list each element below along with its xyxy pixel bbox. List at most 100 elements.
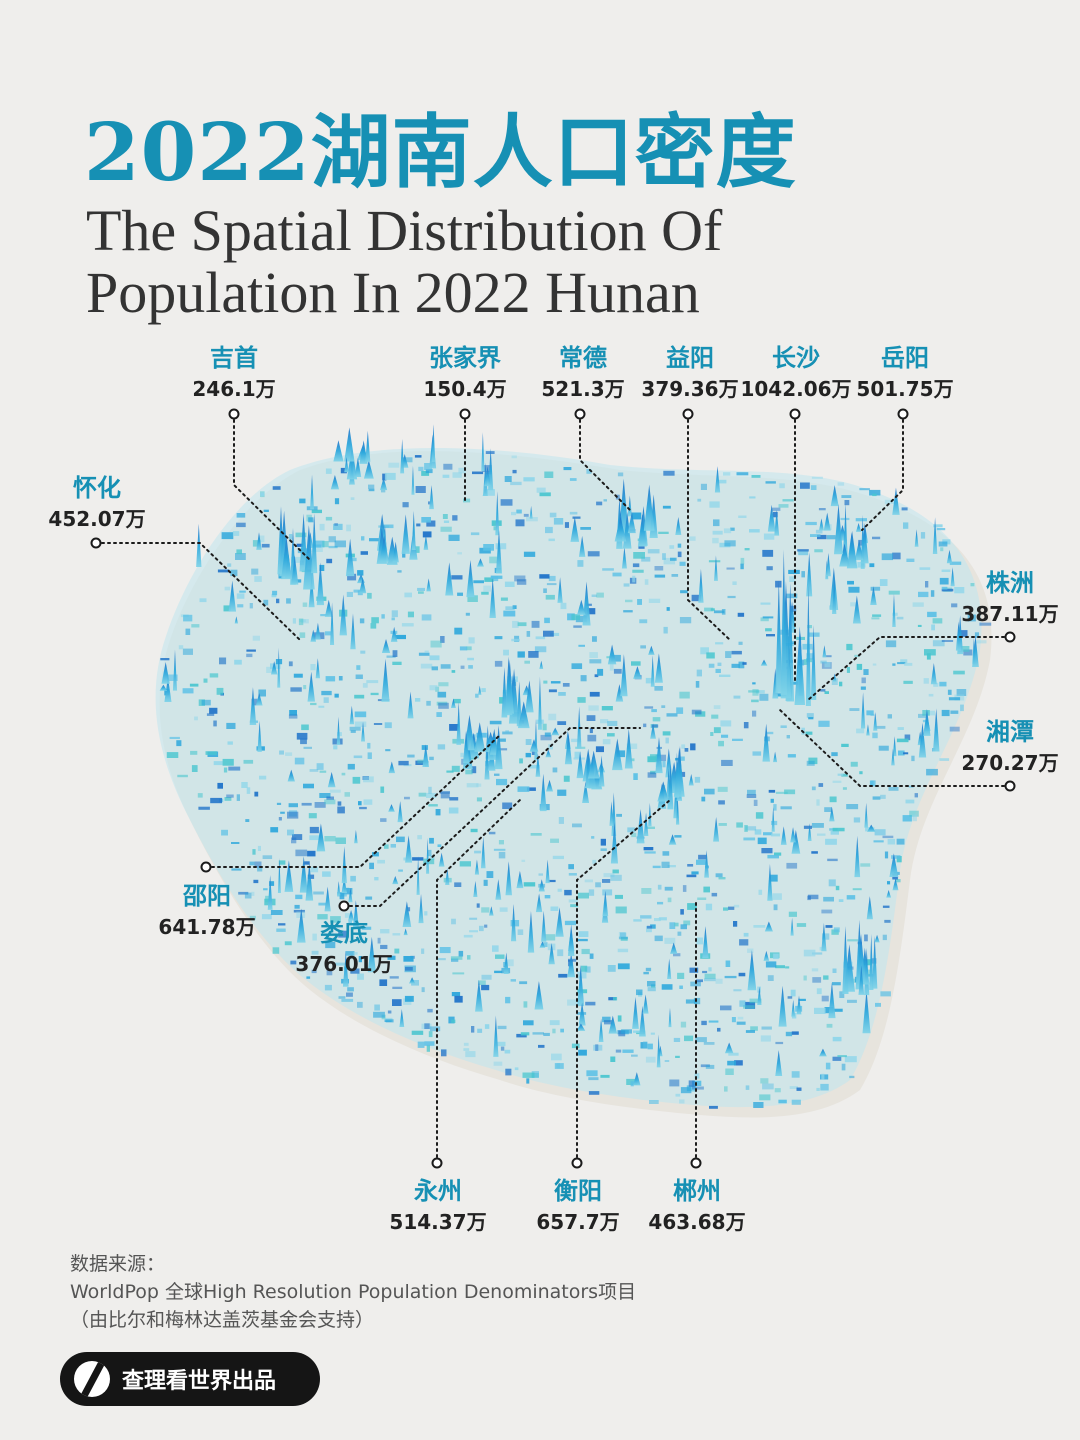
density-dot — [828, 879, 836, 887]
density-dot — [749, 998, 762, 1004]
density-dot — [470, 532, 480, 536]
density-dot — [510, 481, 522, 486]
density-dot — [357, 570, 364, 576]
density-dot — [782, 499, 794, 502]
density-dot — [224, 797, 232, 801]
density-spike — [516, 870, 524, 889]
density-dot — [460, 752, 464, 758]
density-spike — [450, 698, 456, 709]
density-dot — [927, 611, 937, 618]
density-dot — [839, 681, 843, 687]
density-dot — [940, 547, 944, 552]
density-dot — [673, 1037, 681, 1042]
density-spike — [504, 656, 513, 716]
density-dot — [703, 886, 710, 893]
density-dot — [680, 590, 688, 594]
density-dot — [772, 893, 782, 900]
density-dot — [538, 1044, 545, 1048]
density-dot — [900, 659, 908, 664]
density-dot — [346, 524, 351, 532]
density-dot — [608, 997, 617, 1001]
density-dot — [706, 652, 715, 659]
density-dot — [451, 765, 460, 772]
density-dot — [736, 472, 749, 476]
density-dot — [816, 988, 822, 995]
density-dot — [897, 662, 906, 665]
density-dot — [442, 474, 450, 478]
density-dot — [696, 669, 702, 677]
density-dot — [418, 652, 430, 656]
density-spike — [577, 599, 586, 615]
density-dot — [350, 968, 360, 974]
density-dot — [338, 676, 343, 681]
density-dot — [548, 575, 556, 582]
city-population: 452.07万 — [48, 507, 146, 531]
city-label-chenzhou: 郴州 463.68万 — [648, 1175, 745, 1237]
leader-line-yongzhou — [436, 799, 521, 1164]
density-dot — [646, 926, 652, 933]
density-spike — [608, 1015, 618, 1034]
density-dot — [589, 691, 600, 697]
density-dot — [548, 689, 557, 693]
density-spike — [407, 691, 414, 719]
density-spike — [774, 509, 780, 536]
density-dot — [346, 992, 353, 997]
density-spike — [892, 593, 896, 627]
density-dot — [328, 545, 338, 549]
density-dot — [696, 937, 703, 945]
density-dot — [791, 1071, 800, 1078]
density-dot — [213, 761, 223, 766]
density-dot — [344, 792, 350, 797]
density-spike — [234, 616, 239, 624]
density-dot — [362, 683, 368, 688]
density-dot — [827, 858, 838, 862]
density-dot — [623, 583, 630, 587]
density-dot — [700, 647, 709, 655]
density-spike — [930, 662, 937, 685]
density-dot — [790, 989, 796, 997]
density-dot — [901, 507, 908, 511]
density-dot — [752, 682, 756, 685]
density-dot — [859, 771, 863, 775]
density-dot — [485, 451, 495, 454]
density-dot — [694, 776, 701, 783]
density-dot — [488, 831, 496, 835]
density-dot — [696, 859, 706, 865]
density-dot — [704, 978, 716, 982]
density-dot — [223, 767, 228, 773]
density-dot — [679, 561, 686, 566]
density-spike — [832, 578, 837, 614]
density-dot — [373, 723, 383, 725]
density-dot — [577, 697, 586, 703]
density-dot — [746, 794, 757, 798]
density-dot — [887, 881, 891, 885]
density-dot — [521, 859, 526, 862]
density-dot — [763, 832, 773, 836]
density-dot — [504, 476, 512, 482]
density-dot — [747, 789, 756, 795]
density-dot — [361, 926, 372, 930]
density-spike — [228, 580, 237, 612]
density-dot — [314, 802, 326, 808]
city-label-hengyang: 衡阳 657.7万 — [536, 1175, 619, 1237]
density-dot — [613, 997, 618, 1001]
density-spike — [633, 666, 642, 679]
density-dot — [720, 1005, 732, 1011]
density-dot — [428, 1031, 433, 1038]
density-dot — [674, 835, 682, 838]
density-dot — [623, 610, 633, 613]
density-dot — [704, 788, 715, 795]
density-dot — [736, 1021, 746, 1025]
density-dot — [418, 466, 424, 472]
density-dot — [540, 734, 552, 741]
density-spike — [914, 529, 919, 547]
density-dot — [713, 610, 725, 614]
density-dot — [545, 526, 553, 534]
density-dot — [203, 678, 208, 683]
density-dot — [384, 722, 392, 729]
density-dot — [854, 654, 860, 657]
density-dot — [620, 932, 627, 937]
density-dot — [494, 773, 500, 776]
density-dot — [406, 907, 411, 912]
density-dot — [324, 799, 336, 805]
